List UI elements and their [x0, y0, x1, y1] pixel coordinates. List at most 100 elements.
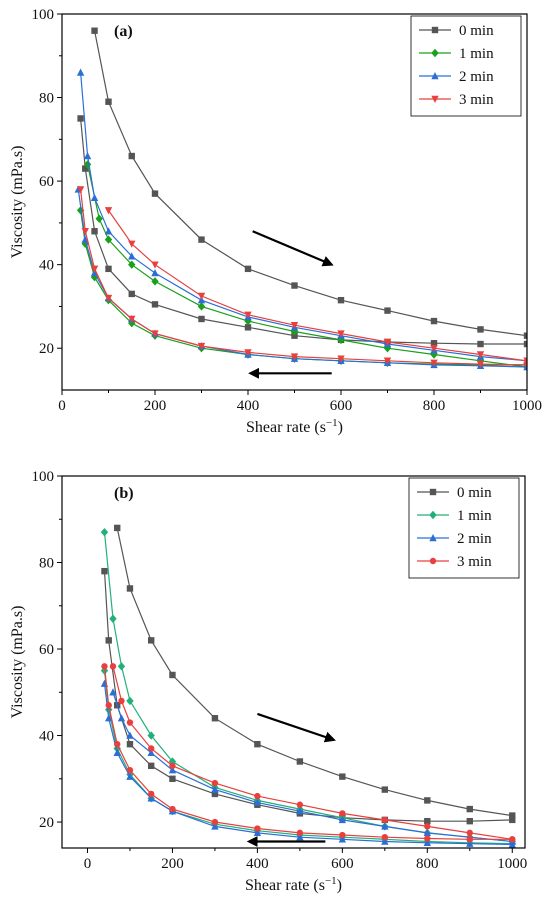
x-tick-label: 600: [330, 398, 353, 414]
legend-swatch-marker: [431, 72, 439, 80]
legend-swatch-marker: [431, 26, 439, 34]
series-3-up-point: [476, 351, 485, 359]
series-0-down-point: [148, 762, 155, 770]
legend-label: 2 min: [459, 69, 494, 85]
series-1-up-point: [95, 214, 103, 223]
series-0-down-line: [103, 571, 513, 822]
y-tick-label: 100: [32, 7, 55, 23]
legend-swatch-marker: [431, 95, 439, 103]
series-1-up-point: [104, 235, 113, 244]
series-1-up-line: [103, 532, 513, 843]
y-tick-label: 60: [39, 174, 54, 190]
sweep-arrow-up-sweep: [252, 230, 334, 267]
series-1-down-point: [76, 206, 85, 215]
series-1-up-point: [151, 277, 159, 286]
legend-swatch-marker: [429, 488, 437, 496]
x-tick-label: 400: [246, 856, 269, 872]
series-3-up-point: [148, 745, 155, 752]
series-3-down-point: [381, 833, 389, 841]
series-0-up-point: [128, 152, 135, 160]
series-2-up-point: [83, 152, 92, 160]
series-3-down-point: [76, 186, 85, 194]
series-2-up-point: [381, 822, 389, 830]
legend-label: 2 min: [457, 531, 492, 547]
series-1-up-point: [109, 614, 117, 623]
series-0-down-point: [509, 816, 516, 824]
x-tick-label: 600: [331, 856, 354, 872]
x-tick-label: 200: [144, 398, 167, 414]
series-3-up-point: [383, 338, 392, 346]
legend-label: 1 min: [459, 46, 494, 62]
series-2-up-point: [90, 193, 99, 202]
series-2-up-point: [128, 252, 136, 260]
legend-swatch-marker: [429, 510, 437, 520]
series-2-up-point: [76, 68, 85, 76]
legend-label: 0 min: [457, 485, 492, 501]
legend-item: 2 min: [417, 531, 492, 547]
series-0-up-point: [477, 326, 484, 333]
legend-swatch-marker: [429, 557, 437, 565]
series-3-up-point: [254, 792, 261, 800]
y-tick-label: 20: [39, 341, 54, 357]
series-0-up-point: [509, 812, 516, 819]
series-3-down-point: [105, 702, 112, 709]
series-0-down-point: [105, 265, 112, 273]
series-3-down-point: [383, 357, 392, 365]
series-3-up-point: [118, 697, 125, 705]
y-axis-title: Viscosity (mPa.s): [9, 146, 26, 259]
series-1-up-point: [128, 260, 136, 269]
series-3-down-point: [101, 663, 108, 670]
series-2-up-point: [109, 688, 117, 696]
series-0-up-point: [291, 282, 298, 289]
legend-label: 0 min: [459, 23, 494, 39]
series-3-down-line: [103, 666, 513, 840]
series-0-down-point: [523, 340, 527, 348]
series-0-up-point: [198, 236, 205, 243]
series-3-down-point: [339, 831, 346, 839]
series-3-up-point: [211, 779, 219, 787]
series-3-down-point: [296, 829, 304, 837]
series-3-up-point: [339, 810, 346, 817]
series-2-down-point: [113, 748, 121, 757]
series-2-down-point: [338, 835, 347, 843]
series-2-up-point: [151, 269, 159, 277]
series-3-down-point: [476, 360, 485, 369]
series-2-up-point: [338, 815, 347, 824]
series-3-down-point: [523, 361, 527, 369]
x-tick-label: 1000: [497, 856, 527, 872]
series-2-down-point: [296, 833, 304, 841]
series-0-up-point: [384, 307, 391, 314]
series-3-up-point: [169, 762, 176, 770]
series-3-down-point: [466, 836, 473, 843]
series-2-down-point: [147, 794, 155, 802]
series-2-down-line: [77, 189, 527, 368]
series-3-up-point: [337, 330, 345, 338]
y-tick-label: 80: [39, 556, 54, 572]
series-0-up-point: [244, 265, 252, 273]
series-3-down-point: [290, 353, 299, 361]
series-3-down-point: [254, 825, 261, 832]
series-0-down-point: [244, 324, 252, 331]
series-2-up-point: [211, 785, 219, 793]
series-3-down-point: [104, 294, 113, 303]
series-1-up-point: [168, 757, 177, 766]
chart-panel-2: 0 200 400 600 800 1000 20 40 60 80 100 Shear rate (…: [9, 469, 527, 894]
series-2-up-line: [80, 72, 527, 362]
y-tick-label: 40: [39, 258, 54, 274]
series-1-up-point: [117, 662, 126, 671]
series-3-up-point: [109, 663, 117, 670]
legend: 0 min 1 min 2 min 3 min: [410, 15, 522, 117]
x-tick-label: 1000: [512, 398, 542, 414]
series-0-up-point: [151, 190, 159, 197]
series-2-down-point: [508, 840, 516, 848]
series-3-down-point: [126, 766, 134, 774]
series-3-down-point: [114, 740, 121, 748]
series-0-down-point: [77, 115, 84, 122]
series-3-down-point: [509, 836, 516, 843]
plot-area: [74, 27, 527, 372]
series-0-up-line: [116, 527, 513, 817]
series-1-down-line: [103, 670, 513, 845]
series-3-down-point: [197, 342, 206, 351]
series-0-down-point: [198, 315, 205, 323]
